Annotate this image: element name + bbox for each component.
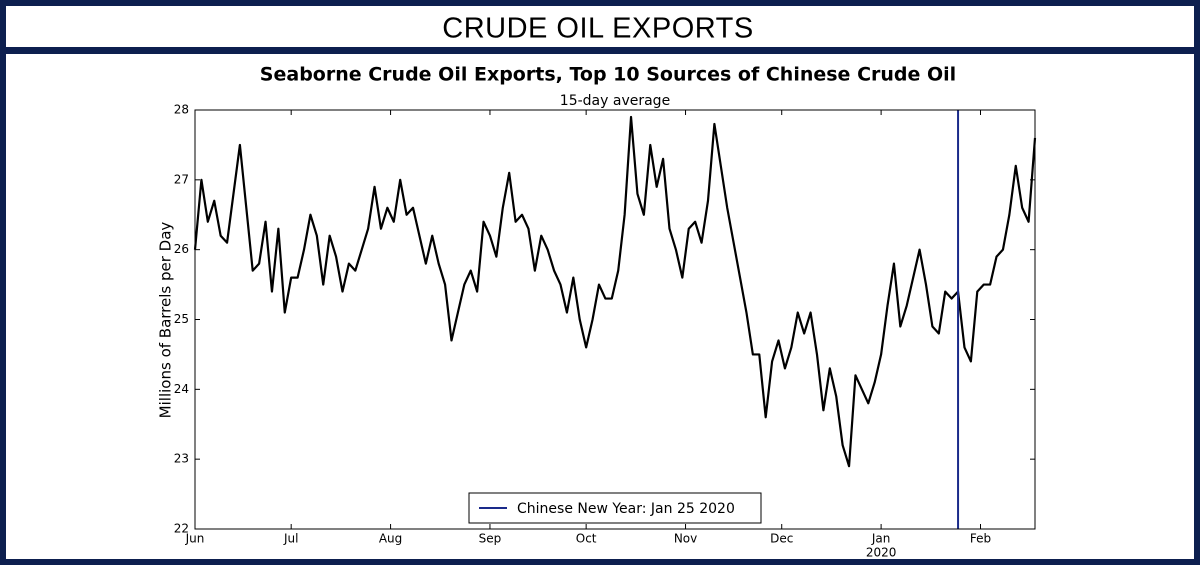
header-title: CRUDE OIL EXPORTS xyxy=(442,13,753,45)
data-line xyxy=(193,115,1037,468)
x-sublabel: 2020 xyxy=(866,546,897,560)
x-tick-label: Nov xyxy=(674,532,697,546)
x-tick-label: Sep xyxy=(479,532,502,546)
y-tick-label: 24 xyxy=(174,382,189,396)
y-tick-label: 26 xyxy=(174,242,189,256)
x-tick-label: Jun xyxy=(185,532,205,546)
x-tick-label: Aug xyxy=(379,532,402,546)
chart-panel xyxy=(6,54,1194,559)
legend-box xyxy=(468,492,762,524)
y-axis-label: Millions of Barrels per Day xyxy=(157,222,175,419)
plot-frame xyxy=(194,109,1036,530)
y-tick-label: 25 xyxy=(174,312,189,326)
header-band xyxy=(6,6,1194,47)
x-tick-label: Feb xyxy=(970,532,991,546)
y-tick-label: 22 xyxy=(174,522,189,536)
y-tick-label: 27 xyxy=(174,172,189,186)
x-tick-label: Jan xyxy=(871,532,891,546)
chart-title: Seaborne Crude Oil Exports, Top 10 Sourc… xyxy=(260,64,956,86)
legend-label: Chinese New Year: Jan 25 2020 xyxy=(517,501,735,517)
x-tick-label: Jul xyxy=(283,532,298,546)
x-tick-label: Dec xyxy=(770,532,793,546)
x-tick-label: Oct xyxy=(576,532,597,546)
y-tick-label: 28 xyxy=(174,103,189,117)
y-tick-label: 23 xyxy=(174,452,189,466)
chart-subtitle: 15-day average xyxy=(560,93,670,109)
